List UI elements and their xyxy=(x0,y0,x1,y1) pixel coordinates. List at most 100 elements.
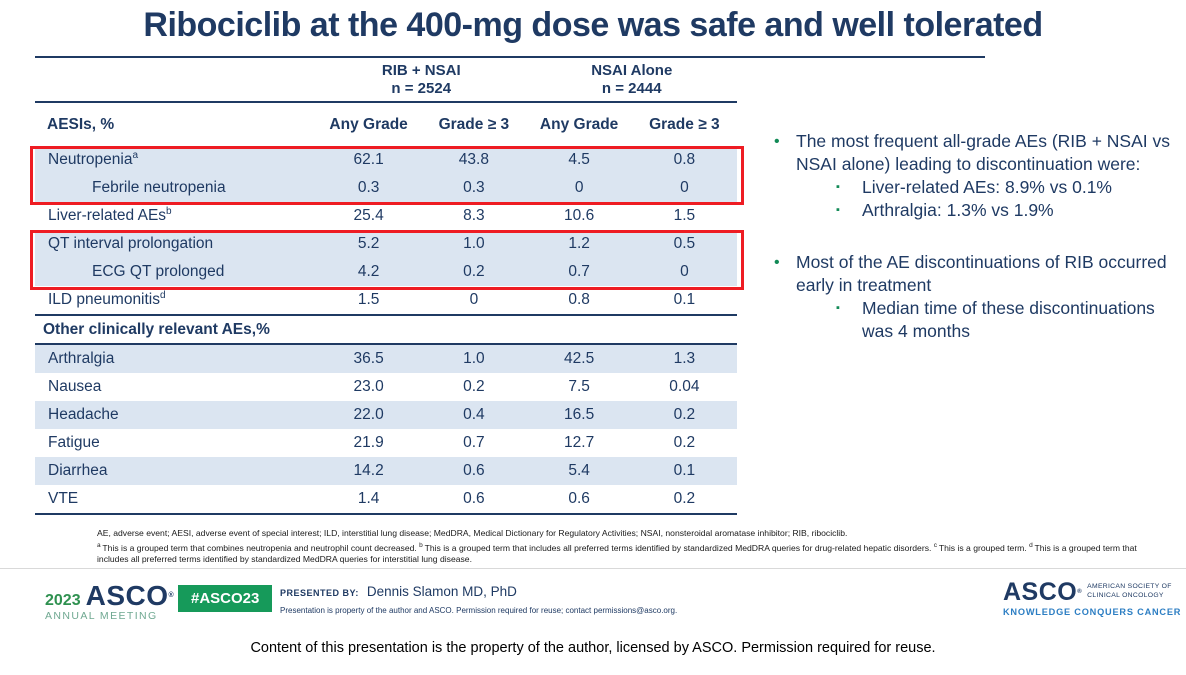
row-value: 42.5 xyxy=(564,350,595,367)
row-value: 36.5 xyxy=(353,350,384,367)
sub-bullet-median-time: ▪ Median time of these discontinuations … xyxy=(836,297,1170,343)
row-value: 0.3 xyxy=(357,179,380,196)
row-label: ILD pneumonitisd xyxy=(48,290,166,309)
row-value: 0.2 xyxy=(463,378,485,395)
row-value: 0.2 xyxy=(673,406,696,423)
row-value: 0.6 xyxy=(568,490,590,507)
row-value: 0.04 xyxy=(669,378,700,395)
row-value: 43.8 xyxy=(458,151,489,168)
table-row: Febrile neutropenia 0.3 0.3 0 0 xyxy=(35,174,737,202)
row-label: QT interval prolongation xyxy=(48,235,214,252)
row-value: 0.4 xyxy=(463,406,485,423)
col-header-aesis: AESIs, % xyxy=(47,115,115,133)
row-value: 21.9 xyxy=(353,434,384,451)
row-value: 16.5 xyxy=(564,406,595,423)
row-label: Diarrhea xyxy=(48,462,108,479)
asco-wordmark: ASCO® xyxy=(85,580,175,611)
registered-mark: ® xyxy=(168,592,175,599)
col-header-grade3-1: Grade ≥ 3 xyxy=(438,115,510,133)
table-row: ILD pneumonitisd 1.5 0 0.8 0.1 xyxy=(35,286,737,314)
title-rule xyxy=(35,56,985,58)
asco-tagline: KNOWLEDGE CONQUERS CANCER xyxy=(1003,607,1182,617)
row-label: Liver-related AEsb xyxy=(48,206,172,225)
row-value: 4.2 xyxy=(357,263,380,280)
table-row: VTE 1.4 0.6 0.6 0.2 xyxy=(35,485,737,513)
sub-bullet-text: Median time of these discontinuations wa… xyxy=(862,298,1155,341)
row-value: 0.2 xyxy=(673,490,696,507)
row-value: 0 xyxy=(574,179,584,196)
annual-meeting-label: ANNUAL MEETING xyxy=(45,610,158,622)
group-rib-nsai: RIB + NSAI n = 2524 xyxy=(316,58,527,101)
group-rib-nsai-n: n = 2524 xyxy=(391,79,452,97)
row-label: VTE xyxy=(48,490,79,507)
table-group-header: RIB + NSAI n = 2524 NSAI Alone n = 2444 xyxy=(35,58,737,103)
col-header-any-grade-1: Any Grade xyxy=(329,115,408,133)
row-value: 0.8 xyxy=(673,151,696,168)
row-value: 0 xyxy=(680,263,689,280)
table-row: ECG QT prolonged 4.2 0.2 0.7 0 xyxy=(35,258,737,286)
row-value: 5.4 xyxy=(568,462,590,479)
copyright-line: Content of this presentation is the prop… xyxy=(250,640,936,656)
property-line: Presentation is property of the author a… xyxy=(280,606,678,615)
row-value: 25.4 xyxy=(353,207,384,224)
bullet-text: The most frequent all-grade AEs (RIB + N… xyxy=(796,131,1170,174)
society-name: AMERICAN SOCIETY OF CLINICAL ONCOLOGY xyxy=(1087,583,1172,599)
row-label: Neutropeniaa xyxy=(48,150,139,169)
presented-by-label: PRESENTED BY: xyxy=(280,588,359,598)
row-value: 1.0 xyxy=(463,235,485,252)
bullet-discontinuation: • The most frequent all-grade AEs (RIB +… xyxy=(758,130,1170,176)
presenter-block: PRESENTED BY: Dennis Slamon MD, PhD Pres… xyxy=(280,584,677,615)
row-value: 1.5 xyxy=(357,291,380,308)
sub-bullet-text: Arthralgia: 1.3% vs 1.9% xyxy=(862,200,1054,220)
table-row: Liver-related AEsb 25.4 8.3 10.6 1.5 xyxy=(35,202,737,230)
table-row: Diarrhea 14.2 0.6 5.4 0.1 xyxy=(35,457,737,485)
row-value: 0.5 xyxy=(673,235,696,252)
row-value: 0.6 xyxy=(463,490,485,507)
row-value: 0.7 xyxy=(463,434,485,451)
presenter-name: Dennis Slamon MD, PhD xyxy=(366,584,517,599)
row-value: 0.2 xyxy=(673,434,696,451)
asco-annual-meeting-logo: 2023 ASCO® ANNUAL MEETING xyxy=(45,580,175,623)
table-row: Fatigue 21.9 0.7 12.7 0.2 xyxy=(35,429,737,457)
row-label: Headache xyxy=(48,406,119,423)
col-header-grade3-2: Grade ≥ 3 xyxy=(649,115,720,133)
row-value: 14.2 xyxy=(353,462,384,479)
row-value: 0.2 xyxy=(463,263,485,280)
row-value: 0 xyxy=(469,291,479,308)
table-body: Neutropeniaa 62.1 43.8 4.5 0.8 Febrile neutro… xyxy=(35,146,737,513)
hashtag-badge: #ASCO23 xyxy=(178,585,273,612)
row-value: 1.5 xyxy=(673,207,696,224)
key-points: • The most frequent all-grade AEs (RIB +… xyxy=(758,130,1170,343)
footer-divider xyxy=(0,568,1186,569)
row-value: 1.4 xyxy=(357,490,380,507)
table-row: Neutropeniaa 62.1 43.8 4.5 0.8 xyxy=(35,146,737,174)
table-row: Headache 22.0 0.4 16.5 0.2 xyxy=(35,401,737,429)
square-bullet-icon: ▪ xyxy=(836,302,840,314)
table-row: Arthralgia 36.5 1.0 42.5 1.3 xyxy=(35,345,737,373)
row-value: 7.5 xyxy=(568,378,590,395)
row-value: 1.0 xyxy=(463,350,485,367)
row-value: 5.2 xyxy=(357,235,380,252)
logo-year: 2023 xyxy=(45,592,81,609)
row-value: 4.5 xyxy=(568,151,590,168)
asco-wordmark: ASCO® xyxy=(1003,578,1083,606)
table-section-header: Other clinically relevant AEs,% xyxy=(35,314,737,345)
registered-mark: ® xyxy=(1077,589,1083,595)
footnote-definitions: a This is a grouped term that combines n… xyxy=(97,541,1137,564)
square-bullet-icon: ▪ xyxy=(836,204,840,216)
row-value: 0.6 xyxy=(463,462,485,479)
table-row: QT interval prolongation 5.2 1.0 1.2 0.5 xyxy=(35,230,737,258)
row-value: 0 xyxy=(680,179,689,196)
bullet-early-discontinuation: • Most of the AE discontinuations of RIB… xyxy=(758,251,1170,297)
row-value: 22.0 xyxy=(353,406,384,423)
asco-society-logo: ASCO® AMERICAN SOCIETY OF CLINICAL ONCOL… xyxy=(1003,578,1182,618)
row-value: 62.1 xyxy=(353,151,384,168)
row-value: 1.3 xyxy=(673,350,696,367)
sub-bullet-arthralgia: ▪ Arthralgia: 1.3% vs 1.9% xyxy=(836,199,1170,222)
row-value: 0.1 xyxy=(673,462,696,479)
ae-table: RIB + NSAI n = 2524 NSAI Alone n = 2444 … xyxy=(30,58,744,515)
row-value: 1.2 xyxy=(568,235,590,252)
footnotes: AE, adverse event; AESI, adverse event o… xyxy=(97,528,1165,565)
sub-bullet-text: Liver-related AEs: 8.9% vs 0.1% xyxy=(862,177,1112,197)
